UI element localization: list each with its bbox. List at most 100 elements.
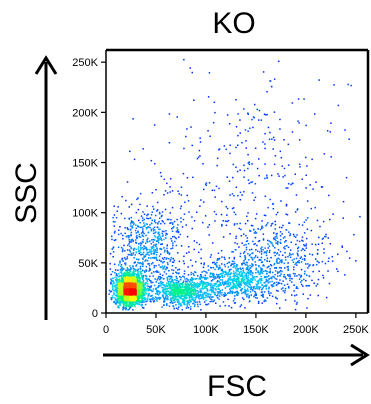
event-point [171,206,174,209]
event-point [129,296,132,298]
event-point [190,126,192,128]
event-point [204,215,207,217]
event-point [132,249,135,251]
event-point [248,249,251,251]
event-point [120,268,123,270]
event-point [278,271,280,274]
event-point [146,205,148,207]
event-point [126,292,128,294]
event-point [273,163,276,166]
event-point [190,273,192,276]
event-point [225,273,228,276]
event-point [126,227,129,229]
event-point [204,296,207,299]
event-point [263,113,266,115]
event-point [162,261,164,264]
event-point [252,252,254,254]
event-point [298,240,301,243]
event-point [161,283,164,286]
event-point [121,296,124,298]
event-point [154,278,156,280]
event-point [265,284,268,286]
event-point [152,299,154,301]
event-point [295,194,298,196]
event-point [128,308,131,310]
event-point [140,296,143,299]
event-point [245,240,248,243]
event-point [220,269,223,272]
event-point [265,285,267,288]
event-point [261,291,263,293]
event-point [156,259,158,262]
event-point [270,264,272,266]
event-point [168,287,170,289]
event-point [159,253,162,255]
event-point [246,240,249,242]
event-point [249,253,251,256]
event-point [142,261,144,264]
event-point [149,217,151,219]
event-point [264,177,266,180]
event-point [115,284,118,286]
y-axis-arrowhead [34,55,58,75]
event-point [260,253,263,255]
event-point [134,296,137,299]
event-point [153,229,156,231]
event-point [117,284,119,287]
event-point [133,297,135,299]
event-point [316,283,319,285]
event-point [346,250,348,253]
event-point [203,291,206,294]
event-point [252,276,255,278]
event-point [219,281,222,284]
event-point [186,294,188,297]
event-point [229,194,231,196]
event-point [180,288,182,290]
event-point [235,186,238,188]
event-point [144,299,146,302]
event-point [163,301,165,303]
event-point [124,299,127,301]
event-point [150,251,152,254]
event-point [265,288,268,290]
event-point [215,294,218,297]
event-point [158,255,161,257]
event-point [229,288,231,290]
event-point [127,295,129,297]
event-point [205,285,208,288]
event-point [209,135,211,137]
event-point [344,274,346,276]
event-point [247,274,250,276]
event-point [241,194,243,196]
event-point [123,257,126,259]
event-point [169,178,172,180]
event-point [216,266,218,268]
event-point [164,268,166,270]
event-point [231,292,233,295]
event-point [260,275,262,278]
event-point [130,247,133,250]
event-point [129,284,131,286]
event-point [137,197,139,199]
event-point [130,268,133,270]
event-point [118,229,120,231]
event-point [166,285,168,287]
event-point [221,256,223,258]
event-point [193,297,195,299]
event-point [306,217,309,219]
event-point [214,196,216,198]
event-point [207,293,210,295]
event-point [233,279,235,282]
event-point [266,177,268,179]
event-point [155,251,158,253]
event-point [263,285,265,288]
event-point [172,305,174,307]
event-point [140,254,142,256]
event-point [230,268,232,271]
event-point [162,274,164,277]
event-point [328,257,330,259]
event-point [231,251,233,253]
event-point [272,136,275,139]
event-point [269,277,272,279]
event-point [280,242,282,244]
